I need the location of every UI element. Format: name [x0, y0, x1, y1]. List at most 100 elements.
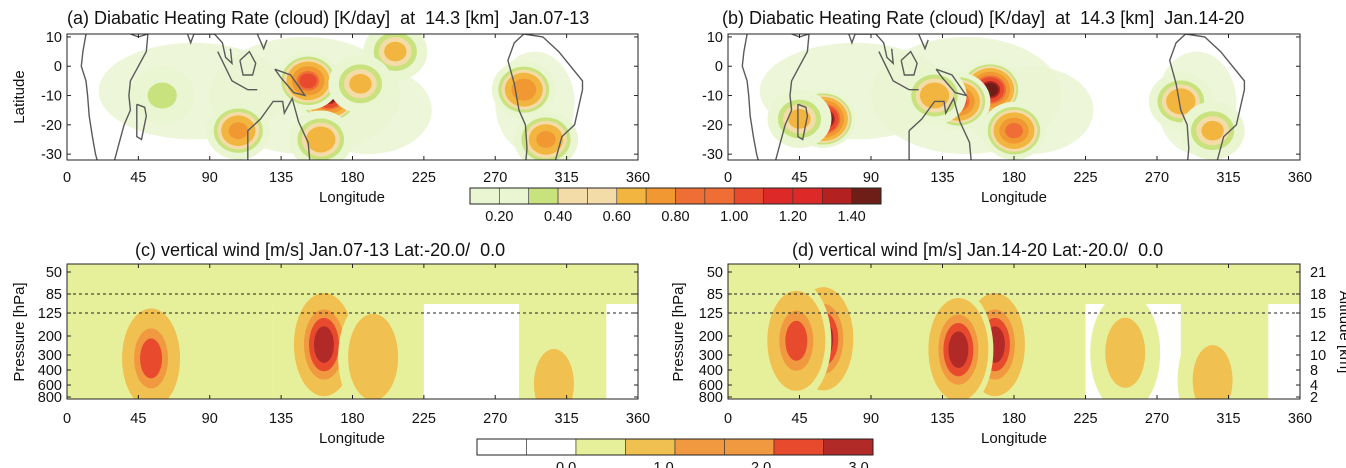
y-tick-label: -10 [41, 89, 62, 105]
colorbar-label: 1.00 [720, 209, 748, 225]
colorbar-swatch [616, 187, 647, 205]
coastline-segment [900, 50, 918, 76]
wind-contour [313, 326, 334, 363]
y-tick-label: 0 [54, 59, 62, 75]
y-tick-label: 600 [699, 378, 723, 394]
colorbar-swatch [792, 187, 823, 205]
colorbar-label: 1.0 [654, 460, 674, 468]
panel-b: 0 45 90 135 180 225 270 315 360 10 0 -10 -20 -30 Long… [702, 30, 1312, 206]
wind-contour [140, 338, 163, 379]
x-tick-label: 360 [1288, 170, 1312, 186]
x-tick-label: 0 [724, 170, 732, 186]
colorbar-swatch [528, 187, 559, 205]
y-tick-label: 10 [46, 30, 62, 46]
coastline-segment [113, 34, 149, 160]
colorbar-swatch [821, 187, 852, 205]
x-tick-label: 360 [626, 411, 650, 427]
wind-colorbar: 0.0 1.0 2.0 3.0 [476, 438, 874, 468]
colorbar-label: 1.20 [779, 209, 807, 225]
x-tick-label: 0 [724, 411, 732, 427]
wind-contour [785, 320, 808, 361]
panel-c: 0 45 90 135 180 225 270 315 360 50 85 125 200 3004006… [11, 263, 650, 447]
y-tick-label: 10 [707, 30, 723, 46]
y-tick-label: 300 [699, 348, 723, 364]
wind-contour [1105, 317, 1146, 388]
x-tick-label: 315 [555, 411, 579, 427]
y-tick-label: 0 [715, 59, 723, 75]
colorbar-label: 0.60 [603, 209, 631, 225]
x-tick-label: 360 [626, 170, 650, 186]
y-tick-label: 125 [699, 306, 723, 322]
coastline-segment [741, 34, 759, 160]
coastline-segment [239, 50, 257, 76]
y2-tick-label: 8 [1310, 363, 1318, 379]
panel-a-ylabel: Latitude [11, 70, 28, 123]
y-tick-label: 85 [46, 287, 62, 303]
heating-contour [1170, 92, 1192, 111]
coastline-segment [797, 103, 809, 141]
panel-c-xlabel: Longitude [319, 430, 385, 447]
x-tick-label: 135 [269, 170, 293, 186]
y-tick-label: 50 [46, 265, 62, 281]
panel-b-xlabel: Longitude [981, 189, 1047, 206]
colorbar-label: 0.0 [556, 460, 576, 468]
y-tick-label: 200 [38, 329, 62, 345]
x-tick-label: 180 [340, 170, 364, 186]
x-tick-label: 90 [863, 411, 879, 427]
y2-tick-label: 12 [1310, 329, 1326, 345]
colorbar-swatch [645, 187, 676, 205]
y-tick-label: 800 [38, 390, 62, 406]
y-tick-label: 85 [707, 287, 723, 303]
y2-tick-label: 18 [1310, 287, 1326, 303]
x-tick-label: 45 [130, 170, 146, 186]
coastline-segment [186, 34, 233, 66]
x-tick-label: 225 [412, 170, 436, 186]
panel-c-ylabel: Pressure [hPa] [11, 282, 28, 381]
colorbar-label: 2.0 [751, 460, 771, 468]
y2-tick-label: 4 [1310, 378, 1318, 394]
panel-d-ylabel: Pressure [hPa] [670, 282, 687, 381]
x-tick-label: 45 [791, 411, 807, 427]
colorbar-swatch [587, 187, 618, 205]
x-tick-label: 315 [1216, 170, 1240, 186]
colorbar-swatch [704, 187, 735, 205]
y2-tick-label: 2 [1310, 390, 1318, 406]
y-tick-label: -30 [41, 147, 62, 163]
colorbar-swatch [733, 187, 764, 205]
y2-tick-label: 15 [1310, 306, 1326, 322]
wind-contour [948, 331, 969, 369]
y-tick-label: 400 [699, 363, 723, 379]
colorbar-swatch [526, 438, 577, 456]
wind-contour [358, 330, 389, 384]
x-tick-label: 180 [340, 411, 364, 427]
x-tick-label: 225 [412, 411, 436, 427]
wind-contour [1192, 345, 1233, 399]
coastline-segment [918, 34, 929, 51]
coastline-segment [775, 34, 810, 160]
x-tick-label: 180 [1002, 170, 1026, 186]
coastline-segment [510, 71, 528, 160]
colorbar-label: 0.80 [661, 209, 689, 225]
colorbar-label: 1.40 [838, 209, 866, 225]
x-tick-label: 135 [269, 411, 293, 427]
panel-d-y2label: Altitude [km] [1336, 291, 1346, 374]
heating-contour [384, 41, 407, 62]
colorbar-swatch [823, 438, 874, 456]
panel-a: 0 45 90 135 180 225 270 315 360 10 0 -10 -20 -30 Long… [11, 30, 650, 206]
coastline-segment [274, 68, 307, 97]
y2-tick-label: 10 [1310, 348, 1326, 364]
coastline-segment [507, 34, 584, 160]
coastline-segment [136, 103, 148, 141]
coastline-b [741, 34, 1246, 160]
y-tick-label: -20 [702, 118, 723, 134]
x-tick-label: 45 [130, 411, 146, 427]
coastline-segment [217, 51, 258, 91]
y-tick-label: 300 [38, 348, 62, 364]
coastline-segment [80, 34, 98, 160]
colorbar-swatch [476, 438, 527, 456]
coastline-segment [935, 68, 968, 97]
heating-contour [310, 130, 332, 149]
coastline-segment [848, 34, 895, 66]
panel-d-title: (d) vertical wind [m/s] Jan.14-20 Lat:-2… [792, 240, 1163, 260]
colorbar-frame [469, 187, 882, 205]
